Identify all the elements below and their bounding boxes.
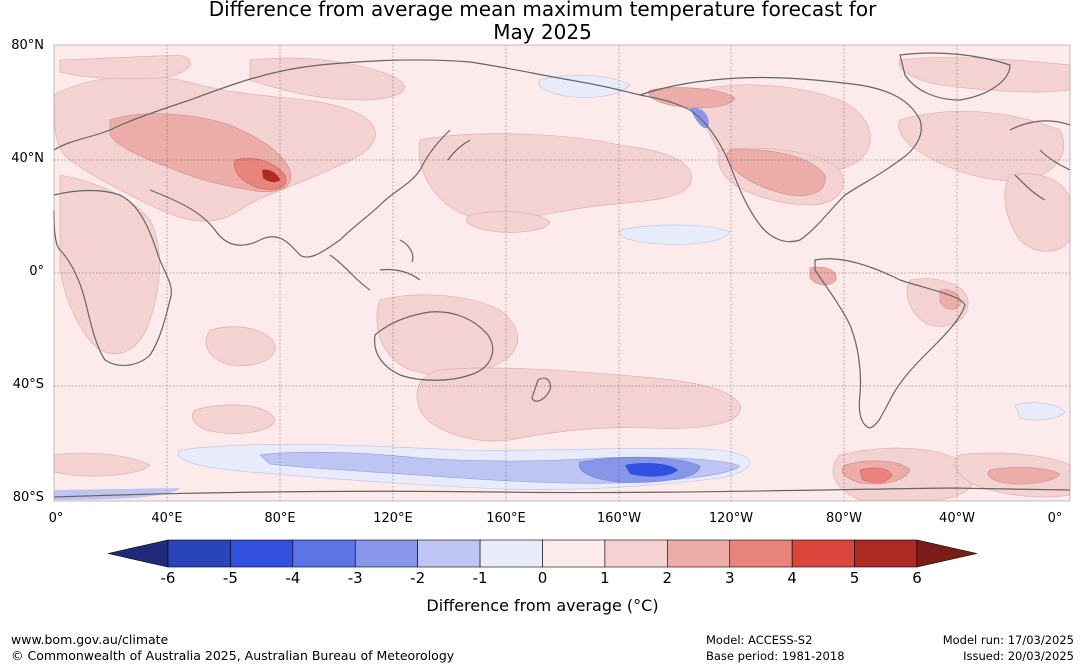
colorbar-segment [167,539,231,568]
colorbar-segment [791,539,855,568]
colorbar-label: Difference from average (°C) [426,596,659,615]
anomaly-3-4-regions [234,158,893,483]
coastline-southeast-asia [329,239,421,291]
footer-copyright: © Commonwealth of Australia 2025, Austra… [11,648,455,663]
anomaly-negative-regions [54,74,1066,500]
coastline-antarctica [53,487,1071,498]
map-title-line2: May 2025 [493,20,592,44]
map-title-line1: Difference from average mean maximum tem… [208,0,877,21]
colorbar-tick-label: 6 [912,569,922,587]
lat-label-80s: 80°S [12,490,44,505]
colorbar [107,539,978,568]
colorbar-tick-label: -4 [285,569,301,587]
anomaly-4-6-regions [262,169,280,183]
colorbar-segment [230,539,294,568]
anomaly-1-2-regions [53,54,1071,501]
colorbar-tick-label: -2 [410,569,426,587]
colorbar-segment [292,539,356,568]
coastline-asia-south [149,129,451,258]
coastline-new-zealand [531,377,551,402]
colorbar-tick-label: 0 [537,569,548,587]
footer-model: Model: ACCESS-S2 [706,633,813,647]
lon-label-120e: 120°E [373,511,413,526]
coastline-greenland [899,52,1011,101]
footer-issued: Issued: 20/03/2025 [963,649,1074,663]
lon-label-0-east: 0° [1047,511,1063,526]
coastline-europe [1009,120,1071,201]
lat-label-40s: 40°S [12,377,44,392]
colorbar-tick-label: -3 [347,569,363,587]
footer-model-run: Model run: 17/03/2025 [942,633,1074,647]
footer-base-period: Base period: 1981-2018 [706,649,845,663]
colorbar-tick-label: -6 [160,569,176,587]
coastline-africa [53,189,172,367]
colorbar-extend-high [916,539,978,568]
colorbar-tick-label: -5 [222,569,238,587]
colorbar-segment [542,539,606,568]
lat-label-equator: 0° [29,264,44,279]
lon-label-40w: 40°W [939,511,975,526]
coastline-north-america [639,76,922,243]
map-frame [53,44,1071,502]
lon-label-40e: 40°E [151,511,183,526]
colorbar-segment [729,539,793,568]
colorbar-segment [417,539,481,568]
coastline-eurasia [53,59,641,151]
colorbar-tick-label: 5 [849,569,860,587]
coastline-australia [373,311,494,381]
coastline-south-america [814,258,966,429]
lon-label-120w: 120°W [708,511,754,526]
lon-label-160e: 160°E [486,511,526,526]
lon-label-80e: 80°E [264,511,296,526]
colorbar-segment [854,539,918,568]
lat-label-40n: 40°N [11,151,44,166]
colorbar-tick-label: -1 [472,569,488,587]
colorbar-tick-label: 1 [600,569,610,587]
colorbar-segment [479,539,543,568]
lon-label-80w: 80°W [826,511,862,526]
lat-label-80n: 80°N [11,38,44,53]
lon-label-160w: 160°W [596,511,642,526]
colorbar-segment [667,539,731,568]
coastlines [53,52,1071,498]
colorbar-tick-label: 3 [724,569,735,587]
colorbar-segment [354,539,418,568]
colorbar-tick-label: 4 [787,569,797,587]
footer-url[interactable]: www.bom.gov.au/climate [11,632,169,647]
colorbar-segment [604,539,668,568]
colorbar-tick-label: 2 [662,569,673,587]
coastline-japan [447,139,471,161]
graticule [54,45,1070,501]
colorbar-extend-low [107,539,169,568]
lon-label-0: 0° [48,511,64,526]
